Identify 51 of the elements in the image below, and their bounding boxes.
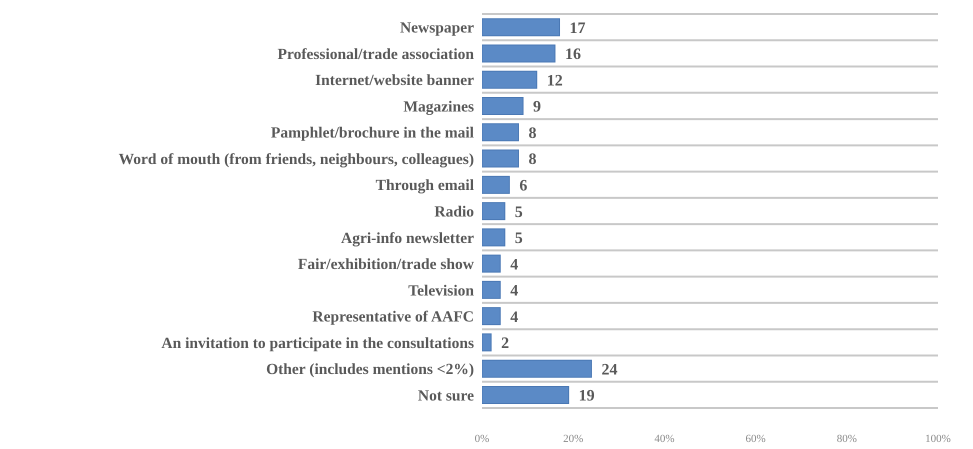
- y-tick-label: Representative of AAFC: [312, 308, 474, 326]
- y-tick-label: Pamphlet/brochure in the mail: [270, 124, 475, 142]
- bar: [482, 176, 510, 194]
- data-label: 16: [564, 46, 581, 64]
- data-label: 5: [514, 204, 523, 221]
- bar: [482, 254, 501, 273]
- data-label: 5: [514, 230, 523, 248]
- bar: [482, 123, 519, 142]
- bar: [482, 18, 560, 36]
- y-tick-label: Agri-info newsletter: [341, 230, 474, 247]
- y-tick-label: Professional/trade association: [278, 46, 474, 63]
- data-label: 2: [501, 335, 510, 352]
- data-label: 9: [533, 98, 542, 116]
- data-label: 24: [601, 361, 618, 378]
- data-label: 6: [519, 178, 528, 195]
- bar: [482, 333, 492, 352]
- bar: [482, 360, 592, 378]
- data-label: 12: [546, 72, 563, 90]
- y-tick-label: Newspaper: [400, 20, 474, 37]
- bar: [482, 386, 570, 404]
- x-tick-label: 60%: [746, 432, 766, 445]
- data-label: 19: [578, 388, 595, 405]
- x-tick-label: 20%: [563, 432, 584, 445]
- x-tick-label: 100%: [925, 432, 951, 445]
- data-label: 17: [570, 20, 586, 37]
- y-tick-label: Not sure: [418, 387, 474, 404]
- data-label: 8: [528, 151, 536, 168]
- y-tick-label: Magazines: [403, 98, 474, 116]
- data-label: 8: [528, 124, 536, 142]
- x-tick-label: 0%: [474, 432, 490, 445]
- y-tick-label: Word of mouth (from friends, neighbours, colleagues): [118, 150, 474, 168]
- y-tick-label: Internet/website banner: [315, 72, 474, 90]
- x-tick-label: 80%: [836, 432, 857, 445]
- y-tick-label: Other (includes mentions <2%): [266, 361, 474, 378]
- y-tick-label: Television: [408, 282, 474, 300]
- bar: [482, 202, 506, 220]
- y-tick-label: Fair/exhibition/trade show: [298, 256, 475, 274]
- bar: [482, 70, 538, 89]
- bar: [482, 44, 556, 62]
- bar: [482, 228, 506, 246]
- bar: [482, 280, 501, 299]
- y-tick-label: An invitation to participate in the consultations: [161, 334, 474, 352]
- data-label: 4: [510, 308, 518, 326]
- y-tick-label: Through email: [376, 177, 475, 194]
- bar: [482, 97, 524, 116]
- bar: [482, 307, 501, 326]
- bar: [482, 150, 519, 168]
- data-label: 4: [510, 282, 518, 300]
- y-tick-label: Radio: [434, 204, 474, 221]
- data-label: 4: [510, 256, 518, 274]
- x-tick-label: 40%: [654, 432, 674, 445]
